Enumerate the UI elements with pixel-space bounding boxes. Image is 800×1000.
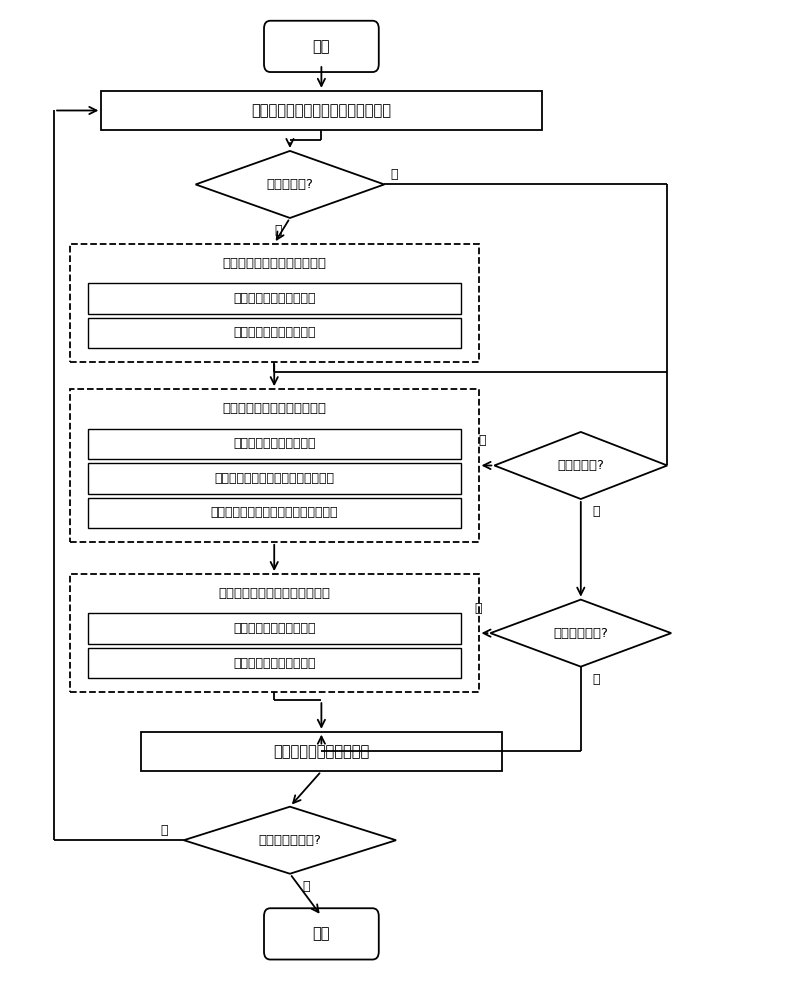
Bar [70, 574, 478, 692]
Polygon shape [196, 151, 384, 218]
Text: 有天然气系统?: 有天然气系统? [554, 627, 608, 640]
Text: 否: 否 [302, 880, 310, 893]
Bar [141, 732, 502, 771]
Text: 建立天然气系统矩阵化运算模型: 建立天然气系统矩阵化运算模型 [218, 587, 330, 600]
Text: 直流潮流矩阵化运算模型: 直流潮流矩阵化运算模型 [233, 292, 315, 305]
Text: 有电力系统?: 有电力系统? [266, 178, 314, 191]
Bar [70, 389, 478, 542]
Bar [87, 429, 461, 459]
Text: 压强分布矩阵化方程模型: 压强分布矩阵化方程模型 [233, 657, 315, 670]
Bar [70, 244, 478, 362]
Text: 结束: 结束 [313, 926, 330, 941]
Text: 否: 否 [593, 673, 600, 686]
Text: 交流潮流矩阵化运算模型: 交流潮流矩阵化运算模型 [233, 326, 315, 339]
Text: 输出矩阵化模型数据信息: 输出矩阵化模型数据信息 [274, 744, 370, 759]
Bar [87, 463, 461, 494]
Text: 节点压强与压降进行矩阵化运算模型: 节点压强与压降进行矩阵化运算模型 [214, 472, 334, 485]
Text: 否: 否 [390, 168, 398, 181]
Bar [102, 91, 542, 130]
Text: 是: 是 [274, 224, 282, 237]
FancyBboxPatch shape [264, 21, 378, 72]
Text: 流量平衡矩阵化方程模型: 流量平衡矩阵化方程模型 [233, 622, 315, 635]
Text: 获取电热气互联多能源系统数据信息: 获取电热气互联多能源系统数据信息 [251, 103, 391, 118]
Text: 是: 是 [475, 602, 482, 615]
Bar [87, 648, 461, 678]
Text: 是: 是 [161, 824, 168, 837]
Polygon shape [490, 600, 671, 667]
Bar [87, 318, 461, 348]
Text: 是: 是 [478, 434, 486, 447]
Text: 建立电力系统矩阵化运算模型: 建立电力系统矩阵化运算模型 [222, 257, 326, 270]
Text: 否: 否 [593, 505, 600, 518]
Polygon shape [184, 807, 396, 874]
Bar [87, 613, 461, 644]
Text: 开始: 开始 [313, 39, 330, 54]
Polygon shape [494, 432, 667, 499]
FancyBboxPatch shape [264, 908, 378, 960]
Bar [87, 283, 461, 314]
Bar [87, 498, 461, 528]
Text: 水力模型矩阵化运算模型: 水力模型矩阵化运算模型 [233, 437, 315, 450]
Text: 热力系统流量与温度的矩阵化运算模型: 热力系统流量与温度的矩阵化运算模型 [210, 506, 338, 519]
Text: 场景或拓扑调整?: 场景或拓扑调整? [258, 834, 322, 847]
Text: 建立热力系统矩阵化运算模型: 建立热力系统矩阵化运算模型 [222, 402, 326, 415]
Text: 有热力系统?: 有热力系统? [558, 459, 604, 472]
